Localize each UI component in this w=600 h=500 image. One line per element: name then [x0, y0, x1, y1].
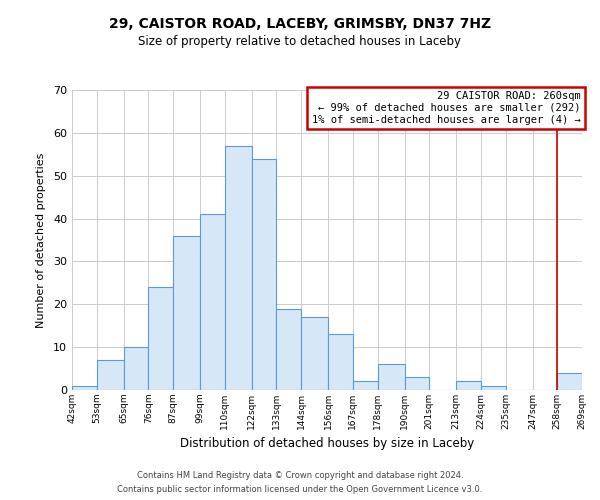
Bar [481, 386, 506, 390]
X-axis label: Distribution of detached houses by size in Laceby: Distribution of detached houses by size … [180, 438, 474, 450]
Bar [301, 317, 328, 390]
Bar [557, 373, 582, 390]
Bar [173, 236, 200, 390]
Bar [72, 386, 97, 390]
Text: Contains public sector information licensed under the Open Government Licence v3: Contains public sector information licen… [118, 485, 482, 494]
Bar [225, 146, 252, 390]
Bar [252, 158, 277, 390]
Bar [277, 308, 301, 390]
Bar [124, 347, 148, 390]
Bar [148, 287, 173, 390]
Bar [456, 382, 481, 390]
Text: 29, CAISTOR ROAD, LACEBY, GRIMSBY, DN37 7HZ: 29, CAISTOR ROAD, LACEBY, GRIMSBY, DN37 … [109, 18, 491, 32]
Text: Size of property relative to detached houses in Laceby: Size of property relative to detached ho… [139, 35, 461, 48]
Bar [353, 382, 377, 390]
Y-axis label: Number of detached properties: Number of detached properties [36, 152, 46, 328]
Bar [404, 377, 429, 390]
Bar [328, 334, 353, 390]
Text: Contains HM Land Registry data © Crown copyright and database right 2024.: Contains HM Land Registry data © Crown c… [137, 471, 463, 480]
Bar [200, 214, 225, 390]
Text: 29 CAISTOR ROAD: 260sqm
← 99% of detached houses are smaller (292)
1% of semi-de: 29 CAISTOR ROAD: 260sqm ← 99% of detache… [312, 92, 581, 124]
Bar [377, 364, 404, 390]
Bar [97, 360, 124, 390]
